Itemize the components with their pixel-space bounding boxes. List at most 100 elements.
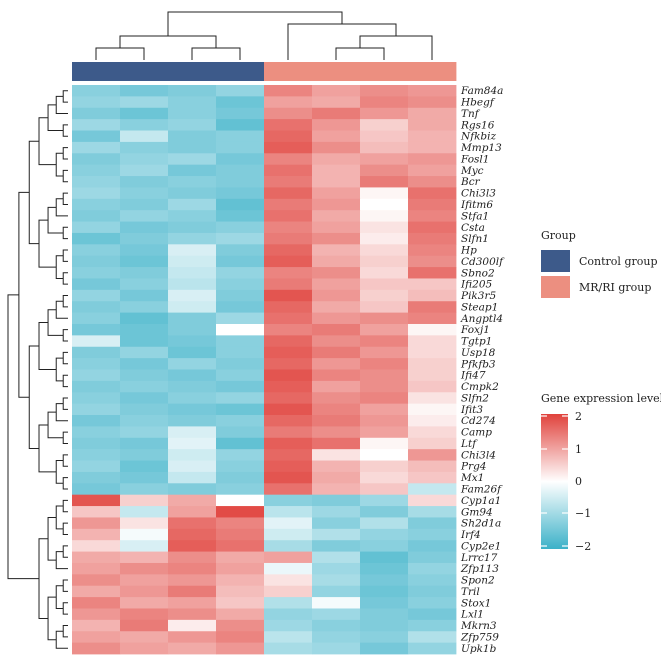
heatmap-cell bbox=[216, 244, 265, 257]
heatmap-cell bbox=[360, 358, 409, 370]
gene-label: Chi3l4 bbox=[461, 449, 496, 461]
column-dendrogram-branch bbox=[191, 47, 241, 60]
gene-label: Nfkbiz bbox=[460, 131, 497, 143]
scale-tick-0: 0 bbox=[575, 475, 582, 488]
row-dendrogram-branch bbox=[7, 294, 40, 580]
row-dendrogram-branch bbox=[62, 625, 68, 638]
heatmap-cell bbox=[408, 403, 457, 416]
gene-label: Pik3r5 bbox=[460, 290, 496, 302]
heatmap-cell bbox=[72, 403, 121, 416]
heatmap-cell bbox=[408, 255, 457, 268]
heatmap-cell bbox=[216, 312, 265, 325]
heatmap-cell bbox=[312, 289, 361, 302]
heatmap-cell bbox=[312, 335, 361, 348]
heatmap-cell bbox=[120, 608, 169, 621]
heatmap-cell bbox=[264, 483, 313, 496]
row-dendrogram-branch bbox=[62, 374, 68, 388]
heatmap-cell bbox=[264, 85, 313, 97]
heatmap-cell bbox=[408, 380, 457, 393]
heatmap-cell bbox=[216, 323, 265, 336]
heatmap-cell bbox=[72, 415, 121, 427]
heatmap-cell bbox=[408, 426, 457, 439]
heatmap-cell bbox=[120, 471, 169, 484]
group-bar-cell bbox=[72, 62, 121, 81]
heatmap-cell bbox=[312, 255, 361, 268]
heatmap-cell bbox=[264, 153, 313, 166]
row-dendrogram-branch bbox=[62, 147, 68, 160]
heatmap-cell bbox=[312, 585, 361, 598]
heatmap-cell bbox=[72, 369, 121, 382]
heatmap-cell bbox=[360, 631, 409, 644]
row-dendrogram-branch bbox=[62, 169, 68, 183]
row-dendrogram-branch bbox=[62, 226, 68, 240]
heatmap-cell bbox=[312, 562, 361, 575]
heatmap-cell bbox=[72, 528, 121, 541]
heatmap-cell bbox=[120, 540, 169, 552]
heatmap-cell bbox=[72, 130, 121, 143]
row-dendrogram-branch bbox=[62, 477, 68, 490]
gene-label: Angptl4 bbox=[460, 313, 503, 325]
heatmap-cell bbox=[264, 540, 313, 552]
heatmap-cells bbox=[72, 85, 457, 655]
row-dendrogram-branch bbox=[55, 585, 64, 609]
heatmap-cell bbox=[360, 517, 409, 530]
heatmap-cell bbox=[72, 471, 121, 484]
heatmap-cell bbox=[312, 164, 361, 177]
heatmap-cell bbox=[360, 585, 409, 598]
heatmap-cell bbox=[360, 426, 409, 439]
gene-label: Tnf bbox=[461, 108, 481, 120]
heatmap-cell bbox=[360, 346, 409, 359]
heatmap-cell bbox=[216, 403, 265, 416]
row-dendrogram-branch bbox=[55, 95, 68, 114]
heatmap-cell bbox=[312, 232, 361, 245]
heatmap-cell bbox=[72, 335, 121, 348]
gene-label: Irf4 bbox=[460, 529, 481, 541]
color-scale-tick-marks bbox=[541, 415, 568, 547]
row-dendrogram-branch bbox=[62, 397, 68, 410]
row-dendrogram-branch bbox=[47, 206, 64, 234]
heatmap-cell bbox=[360, 380, 409, 393]
heatmap-cell bbox=[168, 323, 217, 336]
heatmap-cell bbox=[408, 369, 457, 382]
heatmap-cell bbox=[264, 380, 313, 393]
heatmap-cell bbox=[360, 198, 409, 211]
heatmap-cell bbox=[168, 221, 217, 234]
row-dendrogram-branch bbox=[55, 300, 68, 319]
row-dendrogram-branch bbox=[55, 460, 64, 484]
heatmap-cell bbox=[216, 608, 265, 621]
heatmap-cell bbox=[408, 540, 457, 552]
heatmap-cell bbox=[120, 130, 169, 143]
heatmap-cell bbox=[168, 392, 217, 405]
heatmap-cell bbox=[312, 107, 361, 120]
legend-label-control: Control group bbox=[579, 255, 658, 268]
heatmap-cell bbox=[168, 210, 217, 222]
heatmap-cell bbox=[264, 312, 313, 325]
heatmap-cell bbox=[120, 517, 169, 530]
heatmap-cell bbox=[120, 312, 169, 325]
heatmap-cell bbox=[264, 585, 313, 598]
row-dendrogram-branch bbox=[62, 602, 68, 615]
heatmap-cell bbox=[216, 449, 265, 461]
row-dendrogram-branch bbox=[62, 329, 68, 342]
heatmap-cell bbox=[216, 267, 265, 279]
heatmap-cell bbox=[120, 176, 169, 188]
heatmap-cell bbox=[168, 562, 217, 575]
gene-label: Upk1b bbox=[461, 643, 497, 655]
heatmap-cell bbox=[312, 380, 361, 393]
heatmap-cell bbox=[168, 141, 217, 154]
heatmap-cell bbox=[360, 483, 409, 496]
row-dendrogram-branch bbox=[55, 198, 68, 217]
heatmap-cell bbox=[264, 255, 313, 268]
heatmap-cell bbox=[72, 164, 121, 177]
heatmap-cell bbox=[120, 642, 169, 655]
heatmap-cell bbox=[120, 346, 169, 359]
heatmap-cell bbox=[72, 221, 121, 234]
heatmap-cell bbox=[120, 494, 169, 507]
heatmap-cell bbox=[120, 415, 169, 427]
column-dendrogram-branch bbox=[167, 11, 343, 36]
gene-label: Hbegf bbox=[460, 97, 496, 109]
heatmap-cell bbox=[168, 176, 217, 188]
heatmap-cell bbox=[264, 301, 313, 313]
heatmap-cell bbox=[312, 540, 361, 552]
heatmap-cell bbox=[168, 119, 217, 131]
